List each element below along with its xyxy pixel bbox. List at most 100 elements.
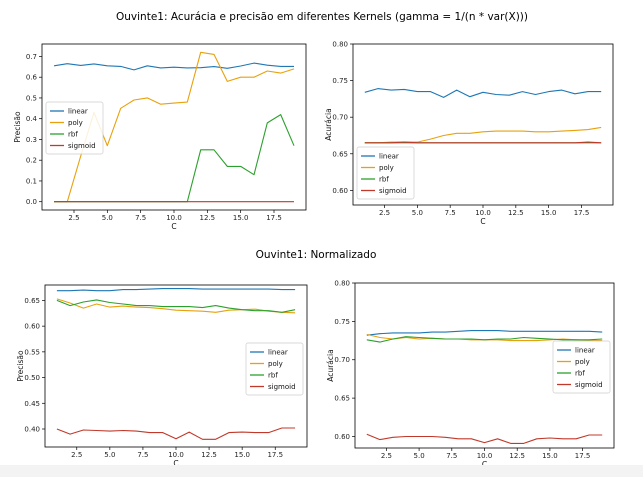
legend-label-linear: linear — [575, 347, 595, 355]
y-tick-label: 0.50 — [24, 374, 40, 382]
legend-label-poly: poly — [575, 358, 590, 366]
figure-title-bottom: Ouvinte1: Normalizado — [256, 249, 377, 261]
x-tick-label: 2.5 — [381, 452, 392, 460]
x-tick-label: 7.5 — [135, 214, 146, 222]
series-line-poly — [364, 126, 602, 144]
legend-box — [245, 342, 304, 396]
legend-label-poly: poly — [68, 119, 83, 127]
legend-box — [356, 146, 415, 200]
x-tick-label: 5.0 — [102, 214, 113, 222]
x-tick-label: 15.0 — [233, 214, 249, 222]
y-tick-label: 0.70 — [332, 114, 348, 122]
x-tick-label: 12.5 — [509, 452, 525, 460]
y-tick-label: 0.65 — [334, 395, 350, 403]
y-tick-label: 0.5 — [26, 94, 37, 102]
series-line-rbf — [56, 299, 296, 313]
y-tick-label: 0.60 — [24, 323, 40, 331]
x-tick-label: 2.5 — [71, 451, 82, 459]
series-line-linear — [53, 62, 294, 71]
x-tick-label: 5.0 — [414, 452, 425, 460]
y-tick-label: 0.65 — [332, 150, 348, 158]
legend-label-sigmoid: sigmoid — [268, 383, 296, 391]
legend-box — [552, 340, 611, 394]
y-tick-label: 0.6 — [26, 74, 38, 82]
x-tick-label: 15.0 — [234, 451, 250, 459]
series-line-sigmoid — [366, 433, 603, 444]
x-tick-label: 17.5 — [575, 452, 591, 460]
y-tick-label: 0.3 — [26, 136, 37, 144]
x-tick-label: 10.0 — [166, 214, 182, 222]
bottom-strip — [0, 465, 643, 477]
legend-label-rbf: rbf — [268, 372, 278, 380]
y-tick-label: 0.7 — [26, 53, 37, 61]
legend: linear poly rbf sigmoid — [552, 340, 611, 394]
series-line-linear — [364, 88, 602, 98]
y-tick-label: 0.65 — [24, 297, 40, 305]
series-line-poly — [56, 298, 296, 314]
y-tick-label: 0.0 — [26, 198, 37, 206]
y-axis-label: Precisão — [16, 350, 25, 382]
chart-3: 2.5 5.0 7.5 10.0 12.5 15.0 17.5 0.40 0.45 0.50 0.5… — [16, 284, 308, 468]
y-tick-label: 0.55 — [24, 348, 40, 356]
legend-label-rbf: rbf — [68, 131, 78, 139]
y-tick-label: 0.40 — [24, 426, 40, 434]
chart-4: 2.5 5.0 7.5 10.0 12.5 15.0 17.5 0.60 0.65 0.70 0.7… — [326, 280, 615, 469]
series-line-sigmoid — [364, 141, 602, 144]
y-tick-label: 0.60 — [334, 433, 350, 441]
y-tick-label: 0.60 — [332, 187, 348, 195]
y-axis-label: Precisão — [13, 111, 22, 143]
figure-title-top: Ouvinte1: Acurácia e precisão em diferen… — [116, 11, 528, 23]
legend-label-linear: linear — [379, 153, 399, 161]
y-tick-label: 0.75 — [334, 318, 350, 326]
legend: linear poly rbf sigmoid — [356, 146, 415, 200]
y-tick-label: 0.45 — [24, 400, 40, 408]
y-tick-label: 0.4 — [26, 115, 38, 123]
charts-group: 2.5 5.0 7.5 10.0 12.5 15.0 17.5 0.0 0.1 0.2 0.3 0.4… — [13, 41, 615, 469]
y-tick-label: 0.2 — [26, 157, 37, 165]
x-axis-label: C — [480, 217, 485, 226]
x-tick-label: 12.5 — [508, 209, 524, 217]
legend: linear poly rbf sigmoid — [45, 101, 104, 155]
y-tick-label: 0.1 — [26, 177, 37, 185]
legend-label-sigmoid: sigmoid — [575, 381, 603, 389]
x-tick-label: 7.5 — [445, 209, 456, 217]
chart-1: 2.5 5.0 7.5 10.0 12.5 15.0 17.5 0.0 0.1 0.2 0.3 0.4… — [13, 43, 307, 231]
y-tick-label: 0.75 — [332, 77, 348, 85]
x-tick-label: 12.5 — [200, 214, 216, 222]
x-tick-label: 5.0 — [104, 451, 115, 459]
x-tick-label: 17.5 — [574, 209, 590, 217]
x-tick-label: 10.0 — [475, 209, 491, 217]
x-tick-label: 12.5 — [201, 451, 217, 459]
legend: linear poly rbf sigmoid — [245, 342, 304, 396]
x-tick-label: 10.0 — [477, 452, 493, 460]
y-tick-label: 0.80 — [334, 280, 350, 288]
x-axis-label: C — [482, 460, 487, 469]
legend-label-rbf: rbf — [379, 176, 389, 184]
chart-2: 2.5 5.0 7.5 10.0 12.5 15.0 17.5 0.60 0.65 0.70 0.7… — [324, 41, 614, 226]
x-tick-label: 7.5 — [446, 452, 457, 460]
legend-label-linear: linear — [268, 349, 288, 357]
legend-label-poly: poly — [268, 360, 283, 368]
y-axis-label: Acurácia — [326, 349, 335, 381]
x-tick-label: 7.5 — [137, 451, 148, 459]
legend-label-linear: linear — [68, 108, 88, 116]
x-tick-label: 17.5 — [267, 451, 283, 459]
series-line-sigmoid — [56, 427, 296, 440]
y-tick-label: 0.70 — [334, 356, 350, 364]
y-axis-label: Acurácia — [324, 108, 333, 140]
series-line-linear — [366, 330, 603, 336]
x-tick-label: 17.5 — [266, 214, 282, 222]
legend-box — [45, 101, 104, 155]
legend-label-rbf: rbf — [575, 370, 585, 378]
x-tick-label: 10.0 — [168, 451, 184, 459]
x-tick-label: 15.0 — [541, 209, 557, 217]
legend-label-sigmoid: sigmoid — [379, 187, 407, 195]
x-tick-label: 15.0 — [542, 452, 558, 460]
x-tick-label: 2.5 — [68, 214, 79, 222]
x-axis-label: C — [171, 222, 176, 231]
y-tick-label: 0.80 — [332, 41, 348, 49]
legend-label-sigmoid: sigmoid — [68, 142, 96, 150]
series-line-linear — [56, 288, 296, 292]
x-tick-label: 5.0 — [412, 209, 423, 217]
